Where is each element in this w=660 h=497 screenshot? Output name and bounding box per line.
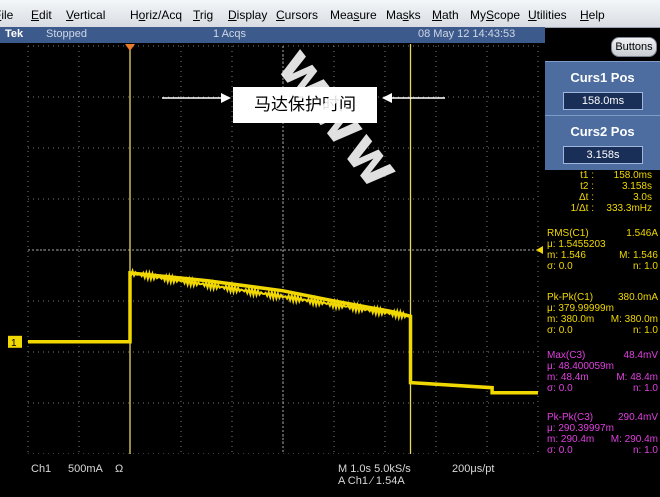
- timebase-readout: M 1.0s 5.0kS/s: [338, 463, 411, 475]
- measurement-count: n: 1.0: [632, 445, 658, 456]
- measurement-name: Pk-Pk(C3): [547, 412, 594, 423]
- waveform-graticule: 1: [8, 44, 543, 455]
- measurement-min: m: 1.546: [547, 250, 586, 261]
- t2-label: t2 :: [580, 181, 594, 192]
- measurement-max: M: 48.4m: [616, 372, 658, 383]
- trigger-level-marker: [536, 246, 543, 254]
- date-time: 08 May 12 14:43:53: [418, 28, 516, 40]
- acquisition-count: 1 Acqs: [213, 28, 247, 40]
- cursor-readout: t1 : 158.0ms t2 : 3.158s Δt : 3.0s 1/Δt …: [545, 170, 660, 226]
- measurement-1[interactable]: Pk-Pk(C1) 380.0mA μ: 379.99999m m: 380.0m M:…: [545, 292, 660, 354]
- measurement-max: M: 380.0m: [610, 314, 658, 325]
- trigger-readout: A Ch1 ∕ 1.54A: [338, 475, 405, 487]
- footer-readout: Ch1 500mA Ω M 1.0s 5.0kS/s A Ch1 ∕ 1.54A…: [0, 454, 660, 497]
- inverse-delta-t-label: 1/Δt :: [570, 203, 594, 214]
- measurement-name: Max(C3): [547, 350, 586, 361]
- curs1-pos-panel[interactable]: Curs1 Pos 158.0ms: [545, 61, 660, 118]
- status-bar: Tek Stopped 1 Acqs 08 May 12 14:43:53: [0, 27, 545, 43]
- menu-item[interactable]: Horiz/Acq: [130, 8, 183, 22]
- annotation-label: 马达保护时间: [233, 87, 377, 123]
- measurement-sigma: σ: 0.0: [547, 261, 573, 272]
- measurement-min: m: 380.0m: [547, 314, 595, 325]
- channel-label: Ch1: [31, 463, 52, 475]
- menu-item[interactable]: Display: [228, 8, 268, 22]
- menu-item[interactable]: Masks: [386, 8, 421, 22]
- menu-bar: File Edit Vertical Horiz/Acq Trig Display Curs…: [0, 0, 660, 28]
- waveform-trace: [28, 271, 538, 395]
- menu-item[interactable]: Edit: [31, 8, 52, 22]
- measurement-count: n: 1.0: [632, 261, 658, 272]
- coupling-unit: Ω: [115, 463, 124, 475]
- channel-1-marker-label: 1: [11, 338, 17, 349]
- brand-label: Tek: [5, 28, 24, 40]
- measurement-name: RMS(C1): [547, 228, 589, 239]
- menu-item[interactable]: MyScope: [470, 8, 521, 22]
- curs1-title: Curs1 Pos: [570, 70, 635, 85]
- measurement-mean: μ: 48.400059m: [547, 361, 614, 372]
- menu-item[interactable]: File: [0, 8, 14, 22]
- curs2-title: Curs2 Pos: [570, 124, 635, 139]
- measurement-value: 48.4mV: [623, 350, 658, 361]
- measurement-sigma: σ: 0.0: [547, 445, 573, 456]
- menu-item[interactable]: Trig: [193, 8, 214, 22]
- menu-item[interactable]: Measure: [330, 8, 377, 22]
- curs1-value-field[interactable]: 158.0ms: [563, 92, 643, 110]
- delta-t-label: Δt :: [578, 192, 594, 203]
- menu-item[interactable]: Help: [580, 8, 605, 22]
- measurement-min: m: 48.4m: [547, 372, 589, 383]
- menu-item[interactable]: Cursors: [276, 8, 319, 22]
- menu-item[interactable]: Vertical: [66, 8, 106, 22]
- acquisition-state: Stopped: [46, 28, 87, 40]
- delta-t-value: 3.0s: [633, 192, 652, 203]
- vertical-scale: 500mA: [68, 463, 103, 475]
- annotation-arrowhead-right: [382, 93, 392, 103]
- measurement-max: M: 1.546: [619, 250, 658, 261]
- t2-value: 3.158s: [621, 181, 652, 192]
- waveform-noise: [130, 267, 409, 322]
- measurement-value: 380.0mA: [617, 292, 658, 303]
- measurement-mean: μ: 290.39997m: [547, 423, 614, 434]
- measurement-mean: μ: 1.5455203: [547, 239, 606, 250]
- curs2-value-field[interactable]: 3.158s: [563, 146, 643, 164]
- measurement-name: Pk-Pk(C1): [547, 292, 594, 303]
- t1-label: t1 :: [580, 170, 594, 181]
- measurement-value: 1.546A: [626, 228, 658, 239]
- measurement-sigma: σ: 0.0: [547, 383, 573, 394]
- measurement-mean: μ: 379.99999m: [547, 303, 614, 314]
- measurement-count: n: 1.0: [632, 325, 658, 336]
- record-resolution: 200μs/pt: [452, 463, 495, 475]
- channel-1-marker: [8, 335, 22, 348]
- measurement-max: M: 290.4m: [610, 434, 658, 445]
- measurement-min: m: 290.4m: [547, 434, 595, 445]
- annotation-arrowhead-left: [221, 93, 231, 103]
- measurement-2[interactable]: Max(C3) 48.4mV μ: 48.400059m m: 48.4m M: 48.…: [545, 350, 660, 412]
- t1-value: 158.0ms: [613, 170, 652, 181]
- trigger-position-marker: [125, 44, 135, 51]
- measurement-value: 290.4mV: [617, 412, 658, 423]
- curs2-pos-panel[interactable]: Curs2 Pos 3.158s: [545, 115, 660, 172]
- menu-item[interactable]: Utilities: [528, 8, 567, 22]
- inverse-delta-t-value: 333.3mHz: [606, 203, 652, 214]
- measurement-0[interactable]: RMS(C1) 1.546A μ: 1.5455203 m: 1.546 M: 1.54…: [545, 228, 660, 290]
- buttons-button[interactable]: Buttons: [611, 37, 657, 57]
- menu-item[interactable]: Math: [432, 8, 459, 22]
- measurement-count: n: 1.0: [632, 383, 658, 394]
- measurement-sigma: σ: 0.0: [547, 325, 573, 336]
